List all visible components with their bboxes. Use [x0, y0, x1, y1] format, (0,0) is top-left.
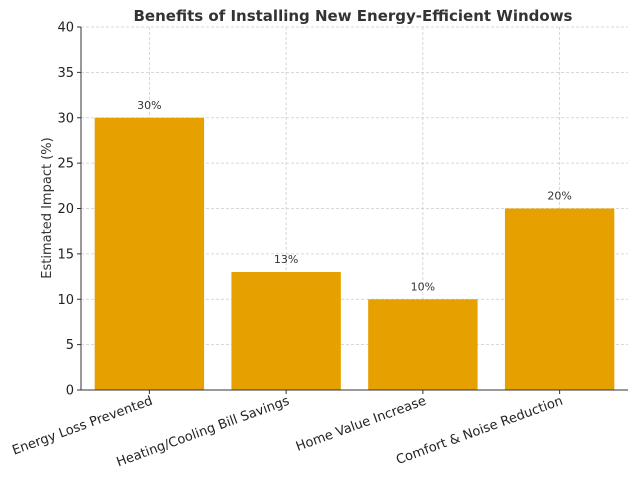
bar-data-label: 20% — [547, 190, 571, 203]
y-tick-label: 10 — [57, 293, 74, 308]
bar-data-label: 30% — [137, 99, 161, 112]
bar — [231, 272, 341, 390]
bars — [94, 117, 615, 390]
chart-title: Benefits of Installing New Energy-Effici… — [134, 7, 573, 25]
y-axis-label: Estimated Impact (%) — [40, 137, 55, 278]
y-tick-label: 30 — [57, 111, 74, 126]
y-tick-label: 20 — [57, 202, 74, 217]
bar — [368, 299, 478, 390]
y-tick-label: 15 — [57, 247, 74, 262]
y-tick-label: 25 — [57, 157, 74, 172]
x-tick-label: Home Value Increase — [294, 394, 428, 455]
y-tick-label: 0 — [66, 384, 74, 399]
bar — [504, 208, 615, 390]
y-tick-label: 35 — [57, 66, 74, 81]
y-tick-label: 40 — [57, 21, 74, 36]
bar-data-label: 13% — [274, 253, 298, 266]
bar-data-label: 10% — [411, 280, 435, 293]
axes — [77, 26, 628, 394]
y-tick-label: 5 — [66, 338, 74, 353]
bar — [94, 117, 205, 390]
